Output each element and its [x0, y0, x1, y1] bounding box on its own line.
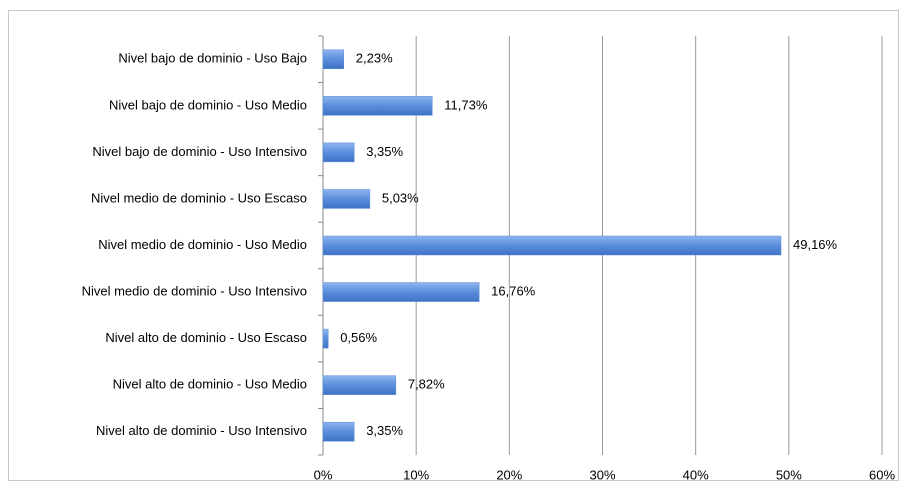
bar	[322, 421, 355, 442]
y-tick-label: Nivel alto de dominio - Uso Escaso	[105, 330, 307, 345]
y-tick-label: Nivel medio de dominio - Uso Medio	[98, 237, 307, 252]
x-tick-label: 10%	[403, 467, 429, 482]
x-tick-label: 0%	[314, 467, 333, 482]
bar	[322, 49, 345, 70]
y-tick-label: Nivel bajo de dominio - Uso Intensivo	[92, 144, 307, 159]
x-tick-label: 60%	[869, 467, 895, 482]
bar	[322, 328, 329, 349]
y-tick-label: Nivel medio de dominio - Uso Escaso	[91, 190, 307, 205]
value-label: 2,23%	[356, 51, 393, 66]
x-tick-label: 20%	[496, 467, 522, 482]
y-tick-label: Nivel alto de dominio - Uso Intensivo	[96, 423, 307, 438]
value-label: 7,82%	[408, 377, 445, 392]
y-tick-label: Nivel medio de dominio - Uso Intensivo	[82, 283, 307, 298]
value-label: 16,76%	[491, 283, 536, 298]
chart-frame	[8, 10, 899, 481]
bar	[322, 142, 355, 163]
bar	[322, 235, 782, 256]
value-label: 5,03%	[382, 190, 419, 205]
value-label: 3,35%	[366, 423, 403, 438]
bar	[322, 375, 397, 395]
value-label: 11,73%	[444, 97, 488, 112]
y-tick-label: Nivel bajo de dominio - Uso Bajo	[118, 51, 307, 66]
value-label: 0,56%	[340, 330, 377, 345]
y-tick-label: Nivel bajo de dominio - Uso Medio	[109, 97, 307, 112]
x-tick-label: 50%	[776, 467, 802, 482]
value-label: 49,16%	[793, 237, 838, 252]
x-tick-label: 30%	[589, 467, 615, 482]
y-tick-label: Nivel alto de dominio - Uso Medio	[113, 377, 307, 392]
x-tick-label: 40%	[683, 467, 709, 482]
value-label: 3,35%	[366, 144, 403, 159]
bar	[322, 96, 433, 116]
bar	[322, 282, 480, 302]
bar	[322, 189, 371, 209]
